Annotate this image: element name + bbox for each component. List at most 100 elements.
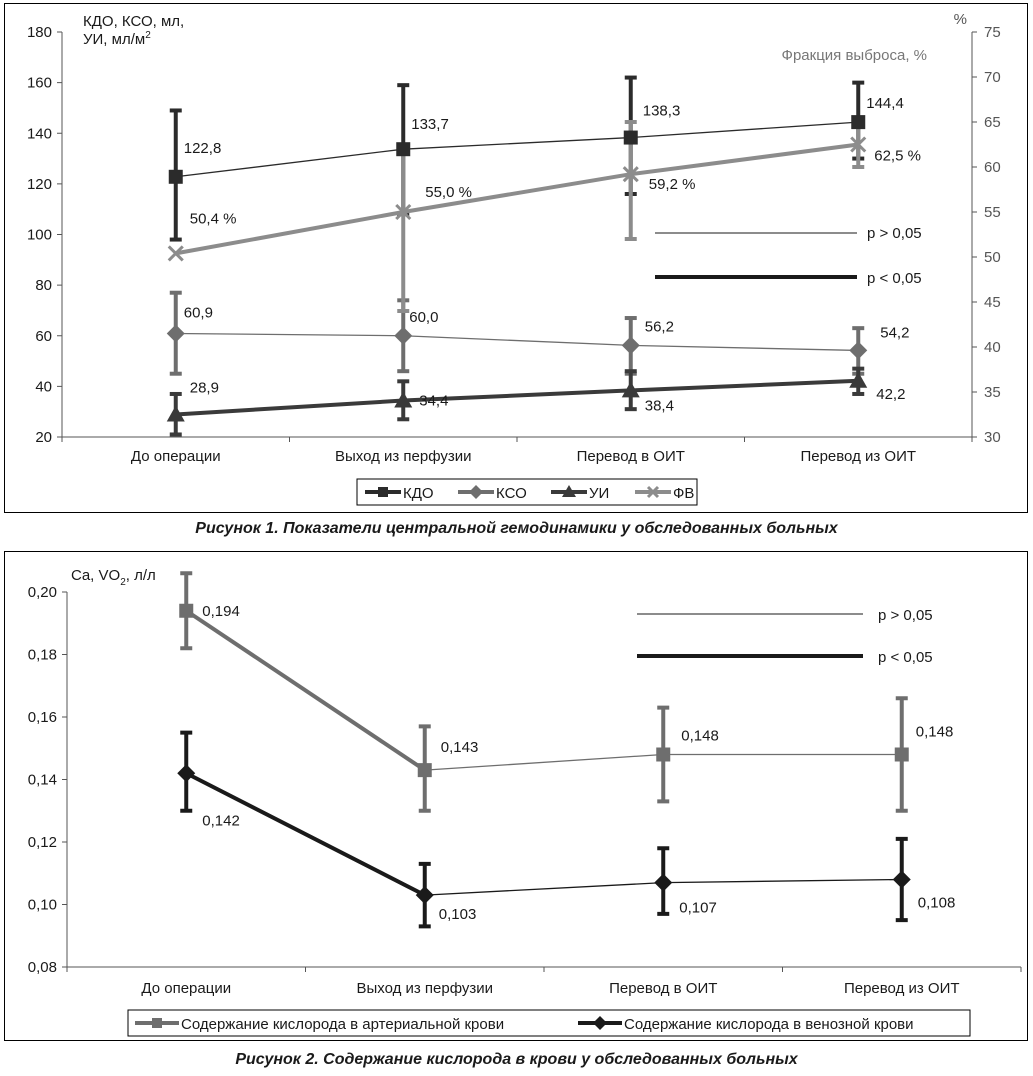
axes-layer: 20 40 60 80 100 120 140 160 180 30 35 40 45 50 55 60 65 7… bbox=[27, 24, 1001, 465]
left-y-tick-label: 140 bbox=[27, 125, 52, 142]
series-фв-marker bbox=[395, 203, 412, 221]
y-tick-label: 0,08 bbox=[28, 959, 57, 976]
series-фв-marker bbox=[167, 245, 184, 262]
right-axis-caption: Фракция выброса, % bbox=[782, 47, 927, 64]
series-venous-data-label: 0,107 bbox=[679, 900, 717, 917]
legend-venous-marker bbox=[593, 1016, 607, 1030]
x-tick-label: Перевод из ОИТ bbox=[844, 980, 960, 997]
legend-уи-label: УИ bbox=[589, 485, 609, 502]
legend-box bbox=[127, 1009, 971, 1037]
series-venous-marker bbox=[654, 873, 673, 892]
series-arterial-marker bbox=[179, 603, 194, 618]
series-кдо-line-segment bbox=[175, 148, 404, 178]
series-фв-errorbar bbox=[397, 147, 410, 313]
left-y-tick-label: 40 bbox=[35, 378, 52, 395]
series-уи-line-segment bbox=[630, 378, 859, 393]
left-y-tick-label: 180 bbox=[27, 24, 52, 41]
series-arterial-data-label: 0,148 bbox=[681, 728, 719, 745]
y-tick-label: 0,12 bbox=[28, 834, 57, 851]
right-y-tick-label: 60 bbox=[984, 159, 1001, 176]
right-y-tick-label: 45 bbox=[984, 294, 1001, 311]
p-gt-key-label: p > 0,05 bbox=[867, 225, 922, 242]
legend-фв-marker bbox=[646, 485, 660, 499]
y-tick-label: 0,20 bbox=[28, 584, 57, 601]
series-ксо-data-label: 60,9 bbox=[184, 304, 213, 321]
data-labels-layer: 0,194 0,143 0,148 0,148 0,142 0,103 0,107 0,108 bbox=[202, 603, 955, 923]
figure1-caption: Рисунок 1. Показатели центральной гемоди… bbox=[195, 520, 838, 537]
series-кдо-marker bbox=[168, 169, 183, 184]
right-y-tick-label: 65 bbox=[984, 114, 1001, 131]
series-кдо-line-segment bbox=[403, 136, 631, 150]
left-y-tick-label: 80 bbox=[35, 277, 52, 294]
legend-box bbox=[356, 478, 698, 506]
series-уи-data-label: 38,4 bbox=[645, 397, 674, 414]
series-фв-marker-stroke-b bbox=[395, 203, 412, 221]
legend-кдо-marker bbox=[378, 487, 388, 497]
series-ксо-data-label: 60,0 bbox=[409, 309, 438, 326]
series-фв-line-segment bbox=[402, 172, 632, 214]
series-кдо-data-label: 122,8 bbox=[184, 140, 222, 157]
series-venous-data-label: 0,103 bbox=[439, 906, 477, 923]
series-фв-marker bbox=[850, 136, 867, 153]
series-arterial-marker bbox=[417, 763, 432, 778]
figure2-caption: Рисунок 2. Содержание кислорода в крови … bbox=[235, 1051, 798, 1068]
oxygen-chart-svg: 0,08 0,10 0,12 0,14 0,16 0,18 0,20 До операции В… bbox=[28, 567, 1022, 1037]
left-axis-label-line2: УИ, мл/м2 bbox=[83, 30, 151, 48]
legend-ксо-label: КСО bbox=[496, 485, 527, 502]
series-фв-line-segment bbox=[630, 142, 859, 177]
x-tick-label: Перевод в ОИТ bbox=[609, 980, 717, 997]
y-axis-label: Ca, VO2, л/л bbox=[71, 567, 156, 588]
series-venous-line-segment bbox=[185, 771, 426, 897]
series-ксо-data-label: 56,2 bbox=[645, 318, 674, 335]
series-ксо-marker bbox=[849, 341, 868, 360]
series-layer bbox=[166, 75, 868, 437]
series-arterial-line-segment bbox=[185, 609, 426, 772]
series-venous-line-segment bbox=[663, 878, 902, 884]
series-уи-marker bbox=[394, 391, 413, 408]
legend: Содержание кислорода в артериальной кров… bbox=[127, 1009, 971, 1037]
left-y-tick-label: 160 bbox=[27, 75, 52, 92]
right-axis-unit: % bbox=[954, 11, 967, 28]
legend: КДО КСО УИ ФВ bbox=[356, 478, 698, 506]
series-кдо-marker bbox=[623, 130, 638, 145]
right-y-tick-label: 50 bbox=[984, 249, 1001, 266]
series-фв-line-segment bbox=[175, 210, 404, 256]
legend-фв-marker-stroke-b bbox=[646, 485, 660, 499]
p-lt-key-label: p < 0,05 bbox=[878, 649, 933, 666]
x-tick-label: Перевод из ОИТ bbox=[800, 448, 916, 465]
y-tick-label: 0,18 bbox=[28, 647, 57, 664]
x-tick-label: Выход из перфузии bbox=[356, 980, 493, 997]
series-уи-data-label: 28,9 bbox=[190, 379, 219, 396]
legend-arterial-label: Содержание кислорода в артериальной кров… bbox=[181, 1016, 504, 1033]
legend-ксо-marker bbox=[469, 485, 483, 499]
series-уи-data-label: 42,2 bbox=[876, 386, 905, 403]
series-arterial-marker bbox=[894, 747, 909, 762]
series-ксо-line-segment bbox=[630, 344, 859, 352]
legend-уи-marker bbox=[562, 485, 576, 497]
series-arterial-data-label: 0,143 bbox=[441, 739, 479, 756]
series-venous-marker bbox=[177, 764, 196, 783]
series-фв-marker-stroke-b bbox=[622, 166, 639, 183]
chart-panel-hemodynamics: 20 40 60 80 100 120 140 160 180 30 35 40 45 50 55 60 65 7… bbox=[4, 3, 1028, 513]
series-уи-marker bbox=[849, 371, 868, 388]
series-кдо-marker bbox=[851, 115, 866, 130]
series-venous-marker bbox=[415, 886, 434, 905]
series-arterial-line-segment bbox=[424, 753, 664, 771]
y-tick-label: 0,16 bbox=[28, 709, 57, 726]
series-уи-line-segment bbox=[175, 398, 404, 417]
series-фв-marker-stroke-b bbox=[850, 136, 867, 153]
series-уи-marker bbox=[166, 405, 185, 422]
right-y-tick-label: 40 bbox=[984, 339, 1001, 356]
series-кдо-marker bbox=[396, 142, 411, 157]
left-y-tick-label: 120 bbox=[27, 176, 52, 193]
series-уи-marker bbox=[621, 381, 640, 398]
chart-panel-oxygen: 0,08 0,10 0,12 0,14 0,16 0,18 0,20 До операции В… bbox=[4, 551, 1028, 1041]
series-venous-data-label: 0,108 bbox=[918, 895, 956, 912]
axes-layer: 0,08 0,10 0,12 0,14 0,16 0,18 0,20 До операции В… bbox=[28, 584, 1022, 997]
p-gt-key-label: p > 0,05 bbox=[878, 607, 933, 624]
series-фв-marker bbox=[622, 166, 639, 183]
series-фв-marker-stroke-b bbox=[167, 245, 184, 262]
series-venous-line-segment bbox=[424, 881, 664, 896]
series-arterial-data-label: 0,148 bbox=[916, 724, 954, 741]
series-уи-line-segment bbox=[403, 388, 631, 403]
